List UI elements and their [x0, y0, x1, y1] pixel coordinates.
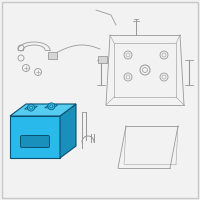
Circle shape — [30, 106, 32, 109]
Polygon shape — [10, 104, 76, 116]
Polygon shape — [45, 105, 58, 108]
Circle shape — [50, 105, 53, 108]
Circle shape — [48, 103, 55, 110]
Polygon shape — [24, 106, 38, 109]
Polygon shape — [10, 116, 60, 158]
FancyBboxPatch shape — [21, 136, 50, 148]
Circle shape — [28, 104, 35, 111]
FancyBboxPatch shape — [98, 55, 106, 62]
FancyBboxPatch shape — [48, 51, 57, 58]
Polygon shape — [60, 104, 76, 158]
